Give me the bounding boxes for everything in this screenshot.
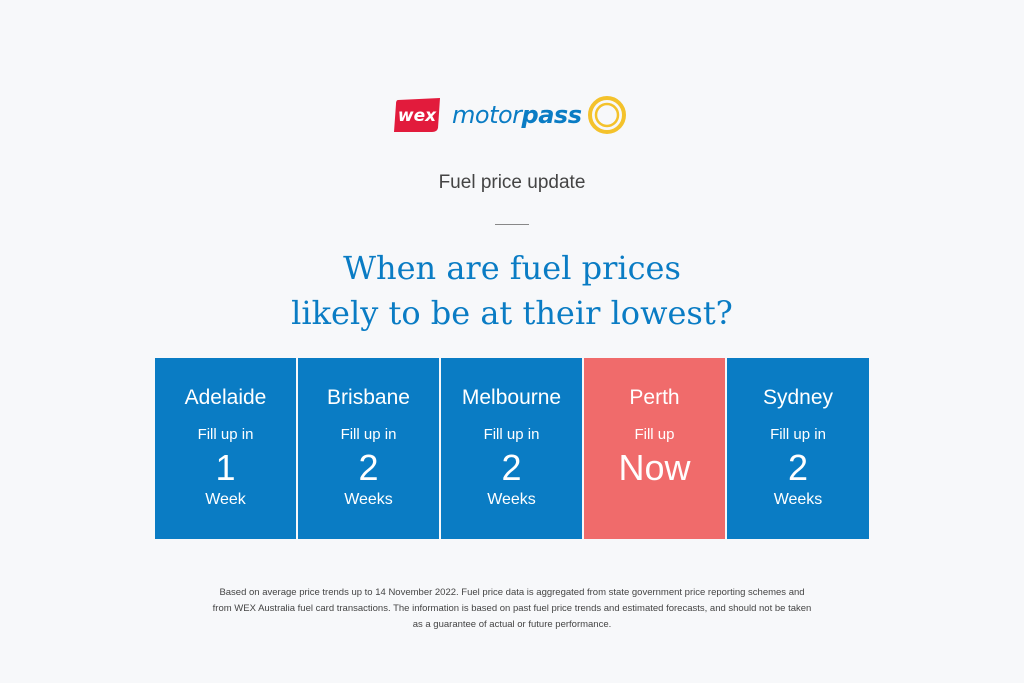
card-number: 2: [787, 447, 809, 488]
page-title: When are fuel prices likely to be at the…: [0, 246, 1024, 336]
pass-text: pass: [521, 101, 582, 129]
ring-icon: [587, 95, 627, 135]
card-unit: Week: [205, 491, 246, 508]
card-sydney: Sydney Fill up in 2 Weeks: [727, 358, 869, 539]
card-number: 2: [501, 447, 522, 488]
wex-logo-text: wex: [398, 106, 437, 126]
city-cards: Adelaide Fill up in 1 Week Brisbane Fill…: [155, 358, 869, 539]
page-subtitle: Fuel price update: [438, 172, 586, 193]
card-lead: Fill up in: [770, 426, 826, 443]
card-number: Now: [618, 447, 691, 488]
divider: [495, 224, 529, 225]
card-number: 1: [215, 447, 236, 488]
card-lead: Fill up: [634, 426, 675, 443]
card-adelaide: Adelaide Fill up in 1 Week: [155, 358, 296, 539]
card-city: Perth: [629, 386, 680, 409]
card-lead: Fill up in: [483, 426, 540, 443]
card-lead: Fill up in: [197, 426, 254, 443]
card-perth: Perth Fill up Now: [584, 358, 725, 539]
card-brisbane: Brisbane Fill up in 2 Weeks: [298, 358, 439, 539]
wex-logo: wex: [390, 96, 444, 134]
card-number: 2: [358, 447, 379, 488]
motor-text: motor: [452, 101, 522, 129]
title-line-2: likely to be at their lowest?: [291, 294, 733, 332]
disclaimer-text: Based on average price trends up to 14 N…: [212, 587, 812, 630]
card-city: Adelaide: [184, 386, 267, 409]
card-city: Melbourne: [461, 386, 562, 409]
card-lead: Fill up in: [340, 426, 397, 443]
motorpass-wordmark: motorpass: [452, 93, 582, 137]
card-city: Sydney: [762, 386, 834, 409]
title-line-1: When are fuel prices: [343, 249, 681, 287]
card-unit: Weeks: [487, 491, 536, 508]
card-unit: Weeks: [344, 491, 393, 508]
card-melbourne: Melbourne Fill up in 2 Weeks: [441, 358, 582, 539]
card-city: Brisbane: [327, 386, 410, 409]
card-unit: Weeks: [773, 491, 823, 508]
brand-logo: wex motorpass: [390, 93, 627, 137]
